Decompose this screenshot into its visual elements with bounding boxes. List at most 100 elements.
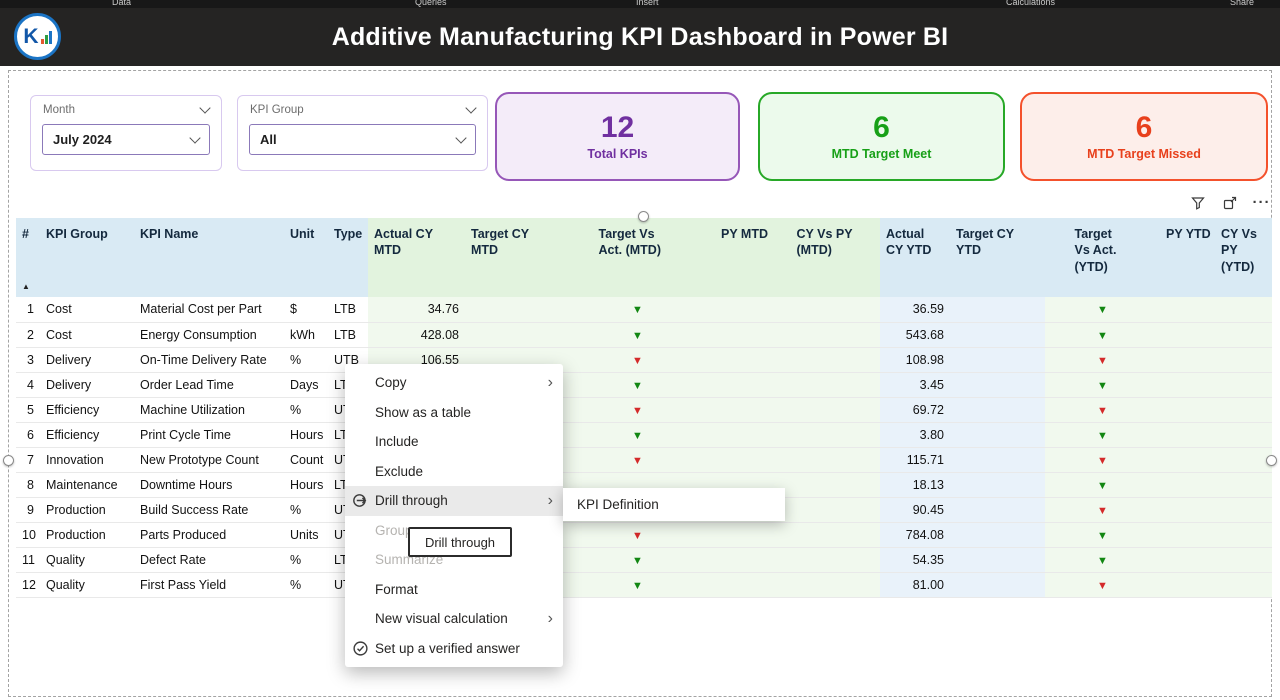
table-cell[interactable]: Efficiency — [40, 422, 134, 448]
table-cell[interactable] — [1160, 572, 1215, 598]
table-cell[interactable]: 3.80 — [880, 422, 950, 448]
table-cell[interactable]: % — [284, 347, 328, 373]
column-header[interactable]: Actual CY MTD — [368, 218, 465, 297]
table-cell[interactable]: 3 — [16, 347, 40, 373]
table-cell[interactable]: ▼ — [1045, 347, 1160, 373]
table-cell[interactable]: ▼ — [1045, 447, 1160, 473]
table-cell[interactable]: Production — [40, 497, 134, 523]
table-cell[interactable]: Hours — [284, 472, 328, 498]
filter-icon[interactable] — [1189, 194, 1206, 211]
table-cell[interactable] — [715, 422, 775, 448]
table-cell[interactable]: Innovation — [40, 447, 134, 473]
table-cell[interactable]: 6 — [16, 422, 40, 448]
table-cell[interactable] — [950, 372, 1045, 398]
table-cell[interactable]: Energy Consumption — [134, 322, 284, 348]
menu-item-drill-through[interactable]: Drill through › — [345, 486, 563, 516]
table-cell[interactable]: LTB — [328, 322, 368, 348]
table-cell[interactable] — [1215, 297, 1272, 323]
table-cell[interactable]: 4 — [16, 372, 40, 398]
table-cell[interactable]: kWh — [284, 322, 328, 348]
table-cell[interactable]: 34.76 — [368, 297, 465, 323]
table-cell[interactable]: Maintenance — [40, 472, 134, 498]
table-cell[interactable]: 5 — [16, 397, 40, 423]
table-cell[interactable] — [1215, 497, 1272, 523]
table-cell[interactable]: 543.68 — [880, 322, 950, 348]
table-cell[interactable] — [775, 397, 880, 423]
table-cell[interactable]: ▼ — [560, 297, 715, 323]
table-cell[interactable]: % — [284, 572, 328, 598]
column-header[interactable]: Type — [328, 218, 368, 297]
table-cell[interactable]: Efficiency — [40, 397, 134, 423]
table-cell[interactable] — [1160, 347, 1215, 373]
table-cell[interactable]: ▼ — [560, 397, 715, 423]
table-cell[interactable]: ▼ — [560, 547, 715, 573]
table-cell[interactable]: Quality — [40, 547, 134, 573]
table-cell[interactable] — [950, 572, 1045, 598]
table-cell[interactable] — [1215, 522, 1272, 548]
table-cell[interactable]: Production — [40, 522, 134, 548]
table-cell[interactable] — [1160, 497, 1215, 523]
table-cell[interactable]: 54.35 — [880, 547, 950, 573]
menu-item-exclude[interactable]: Exclude — [345, 457, 563, 487]
column-header[interactable]: CY Vs PY (YTD) — [1215, 218, 1272, 297]
table-cell[interactable] — [1215, 372, 1272, 398]
table-cell[interactable]: ▼ — [1045, 497, 1160, 523]
table-cell[interactable]: ▼ — [1045, 422, 1160, 448]
table-cell[interactable] — [1160, 322, 1215, 348]
table-cell[interactable] — [465, 322, 560, 348]
table-cell[interactable]: ▼ — [1045, 522, 1160, 548]
table-cell[interactable] — [1160, 397, 1215, 423]
menu-item-set-up-a-verified-answer[interactable]: Set up a verified answer — [345, 634, 563, 664]
table-cell[interactable]: 7 — [16, 447, 40, 473]
table-cell[interactable] — [1215, 572, 1272, 598]
table-cell[interactable] — [950, 397, 1045, 423]
table-cell[interactable]: 108.98 — [880, 347, 950, 373]
table-cell[interactable] — [1160, 447, 1215, 473]
menu-item-copy[interactable]: Copy › — [345, 368, 563, 398]
table-cell[interactable] — [1160, 522, 1215, 548]
table-cell[interactable] — [775, 372, 880, 398]
table-cell[interactable]: 9 — [16, 497, 40, 523]
table-cell[interactable]: ▼ — [1045, 397, 1160, 423]
table-cell[interactable]: LTB — [328, 297, 368, 323]
table-cell[interactable]: 115.71 — [880, 447, 950, 473]
column-header[interactable]: Target Vs Act. (YTD) — [1045, 218, 1160, 297]
table-cell[interactable]: Downtime Hours — [134, 472, 284, 498]
mtd-target-meet-card[interactable]: 6 MTD Target Meet — [758, 92, 1005, 181]
collapse-chevron-icon[interactable] — [465, 102, 477, 114]
table-cell[interactable]: Order Lead Time — [134, 372, 284, 398]
table-cell[interactable]: 81.00 — [880, 572, 950, 598]
table-cell[interactable] — [715, 572, 775, 598]
focus-mode-icon[interactable] — [1221, 194, 1238, 211]
table-cell[interactable]: Delivery — [40, 372, 134, 398]
table-cell[interactable]: ▼ — [1045, 472, 1160, 498]
column-header[interactable]: Unit — [284, 218, 328, 297]
collapse-chevron-icon[interactable] — [199, 102, 211, 114]
table-cell[interactable]: Hours — [284, 422, 328, 448]
table-cell[interactable]: % — [284, 547, 328, 573]
menu-item-new-visual-calculation[interactable]: New visual calculation › — [345, 604, 563, 634]
table-cell[interactable] — [1160, 472, 1215, 498]
table-cell[interactable]: Delivery — [40, 347, 134, 373]
table-cell[interactable] — [1215, 472, 1272, 498]
table-cell[interactable] — [715, 297, 775, 323]
table-cell[interactable] — [775, 322, 880, 348]
table-cell[interactable] — [1160, 547, 1215, 573]
table-cell[interactable] — [775, 547, 880, 573]
table-cell[interactable] — [715, 347, 775, 373]
more-options-icon[interactable]: ··· — [1252, 193, 1271, 211]
table-cell[interactable]: ▼ — [560, 447, 715, 473]
table-cell[interactable]: Cost — [40, 322, 134, 348]
table-cell[interactable]: Cost — [40, 297, 134, 323]
table-cell[interactable] — [1215, 397, 1272, 423]
table-cell[interactable] — [950, 422, 1045, 448]
table-cell[interactable] — [715, 322, 775, 348]
table-cell[interactable] — [1160, 422, 1215, 448]
menu-item-show-as-a-table[interactable]: Show as a table — [345, 398, 563, 428]
table-cell[interactable] — [950, 447, 1045, 473]
month-dropdown[interactable]: July 2024 — [42, 124, 210, 155]
table-cell[interactable]: ▼ — [1045, 322, 1160, 348]
column-header[interactable]: Target Vs Act. (MTD) — [560, 218, 715, 297]
table-cell[interactable]: Defect Rate — [134, 547, 284, 573]
table-cell[interactable] — [1160, 297, 1215, 323]
